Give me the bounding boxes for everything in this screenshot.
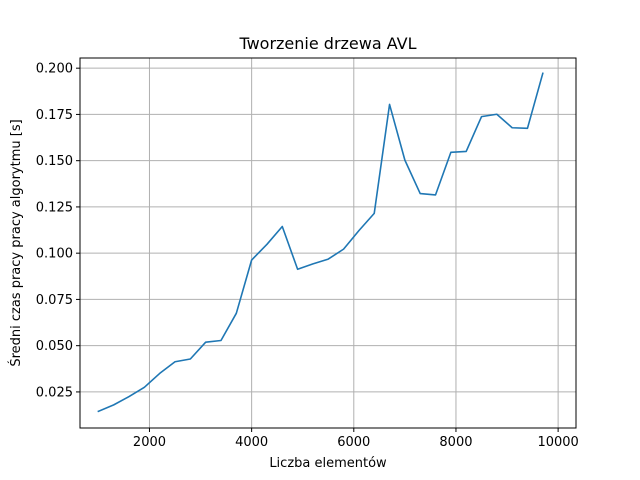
x-tick-label: 2000 — [133, 435, 166, 450]
series-layer — [97, 72, 544, 413]
x-tick-label: 6000 — [337, 435, 370, 450]
x-axis-ticks: 2000 4000 6000 8000 10000 — [133, 428, 579, 450]
y-tick-label: 0.025 — [36, 385, 73, 400]
y-tick-label: 0.175 — [36, 108, 73, 123]
y-axis-label: Średni czas pracy pracy algorytmu [s] — [8, 119, 24, 366]
series-line — [97, 72, 544, 413]
x-tick-label: 10000 — [537, 435, 578, 450]
x-axis-label: Liczba elementów — [269, 456, 387, 471]
chart-title: Tworzenie drzewa AVL — [238, 34, 416, 53]
y-tick-label: 0.075 — [36, 293, 73, 308]
y-tick-label: 0.100 — [36, 247, 73, 262]
grid — [80, 58, 576, 428]
x-tick-label: 4000 — [235, 435, 268, 450]
x-tick-label: 8000 — [439, 435, 472, 450]
y-tick-label: 0.150 — [36, 154, 73, 169]
y-tick-label: 0.125 — [36, 200, 73, 215]
plot-area-frame — [79, 57, 577, 429]
y-tick-label: 0.200 — [36, 62, 73, 77]
y-axis-ticks: 0.025 0.050 0.075 0.100 0.125 0.150 0.175 0.200 — [36, 62, 80, 400]
y-tick-label: 0.050 — [36, 339, 73, 354]
